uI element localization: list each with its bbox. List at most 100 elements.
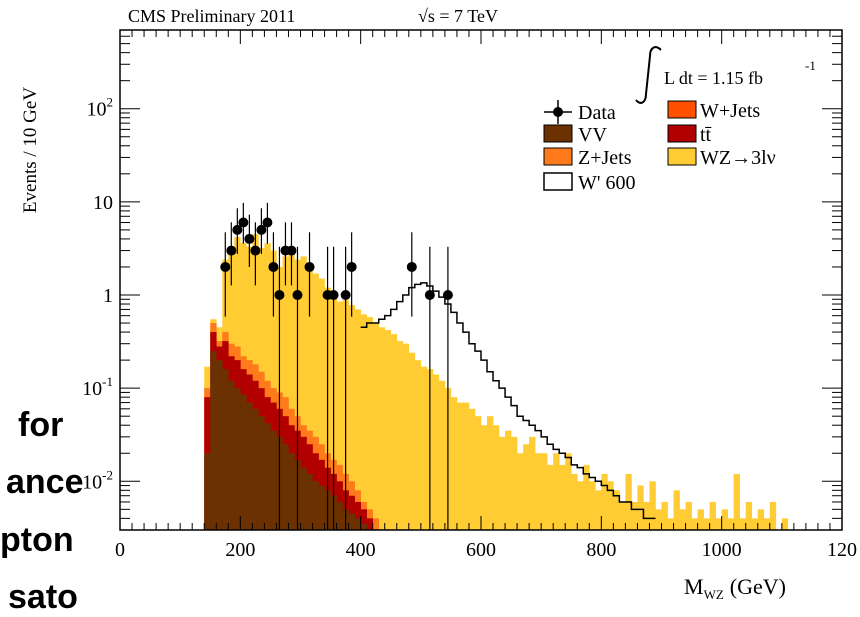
wz-bar (456, 402, 464, 530)
x-tick-label: 600 (466, 539, 496, 561)
wz-bar (757, 509, 765, 530)
wz-bar (306, 266, 313, 530)
wz-bar (547, 464, 554, 530)
vv-bar (306, 473, 313, 530)
vv-bar (336, 501, 343, 530)
wz-bar (583, 464, 590, 530)
data-marker (232, 224, 243, 235)
data-point (286, 222, 297, 286)
legend-data-marker (553, 107, 563, 117)
legend-item-zjets: Z+Jets (543, 147, 632, 169)
vv-bar (264, 423, 271, 530)
data-marker (250, 245, 261, 256)
legend-swatch-vv (543, 124, 573, 143)
wz-bar (318, 278, 325, 530)
vv-bar (348, 513, 355, 530)
legend-swatch-zjets (543, 147, 573, 166)
wz-bar (529, 436, 536, 530)
vv-bar (222, 369, 229, 530)
wz-bar (601, 473, 608, 530)
vv-bar (234, 388, 241, 530)
wz-bar (414, 360, 422, 530)
data-point (268, 232, 279, 317)
vv-bar (252, 408, 259, 530)
data-marker (256, 224, 267, 235)
data-point (442, 246, 453, 530)
data-marker (226, 245, 237, 256)
x-axis-label-sub: WZ (704, 587, 724, 600)
data-point (292, 246, 303, 530)
wz-bar (535, 453, 542, 530)
data-point (232, 208, 243, 254)
wz-bar (487, 416, 494, 530)
data-point (424, 246, 435, 530)
legend-item-data: Data (544, 100, 616, 124)
ttbar-bar (348, 495, 355, 530)
legend-label-ttbar: tt̄ (700, 124, 712, 146)
vv-bar (270, 430, 277, 530)
x-tick-label: 400 (346, 539, 376, 561)
wz-bar (595, 490, 602, 530)
wz-bar (474, 416, 482, 530)
vv-bar (216, 360, 223, 530)
vv-bar (240, 394, 247, 530)
vv-bar (354, 518, 361, 530)
wz-bar (679, 509, 686, 530)
legend-swatch-wprime (543, 172, 573, 191)
wz-bar (372, 323, 380, 530)
wz-bar (282, 256, 289, 530)
legend-label-zjets: Z+Jets (578, 147, 632, 169)
wz-bar (432, 374, 440, 530)
data-point (304, 232, 315, 317)
wz-bar (468, 408, 476, 530)
wz-bar (499, 436, 506, 530)
data-point (274, 246, 285, 530)
wz-bar (559, 464, 566, 530)
data-marker (220, 261, 231, 272)
x-tick-label: 800 (586, 539, 616, 561)
y-axis-label: Events / 10 GeV (20, 87, 41, 213)
ttbar-bar (354, 501, 361, 530)
data-marker (346, 261, 357, 272)
wz-bar (661, 501, 668, 530)
legend-label-vv: VV (578, 124, 607, 146)
legend-label-data: Data (578, 102, 616, 124)
data-point (250, 222, 261, 286)
x-axis-label: MWZ (GeV) (684, 574, 786, 600)
legend: Data W+Jets VV tt̄ Z+Jets WZ→3lν W' 600 (543, 100, 776, 194)
wz-bar (703, 518, 710, 530)
data-point (226, 222, 237, 286)
wz-bar (553, 453, 560, 530)
wz-bar (378, 327, 386, 530)
slide-text-fragment-4: sato (8, 578, 78, 616)
wz-bar (721, 509, 728, 530)
vv-bar (300, 467, 307, 530)
wz-bar (354, 309, 361, 530)
wz-bar (481, 425, 488, 530)
wz-bar (727, 518, 734, 530)
x-tick-label: 0 (115, 539, 125, 561)
wz-bar (541, 453, 548, 530)
legend-item-wz: WZ→3lν (667, 147, 776, 169)
wz-bar (715, 518, 722, 530)
wz-bar (697, 509, 704, 530)
wz-bar (493, 425, 500, 530)
data-marker (340, 290, 351, 301)
wz-bar (523, 444, 530, 530)
legend-swatch-wjets (667, 100, 697, 119)
data-marker (238, 217, 249, 228)
wz-bar (589, 481, 596, 530)
y-tick-label: 10-1 (82, 374, 113, 400)
wz-bar (571, 473, 578, 530)
data-marker (424, 290, 435, 301)
ttbar-bar (366, 518, 373, 530)
wz-bar (438, 380, 446, 530)
wz-bar (336, 301, 343, 530)
integral-sign-icon (635, 46, 662, 104)
data-marker (286, 245, 297, 256)
wz-bar (517, 453, 524, 530)
wz-bar (709, 501, 716, 530)
data-marker (274, 290, 285, 301)
data-marker (406, 261, 417, 272)
wz-bar (565, 453, 572, 530)
